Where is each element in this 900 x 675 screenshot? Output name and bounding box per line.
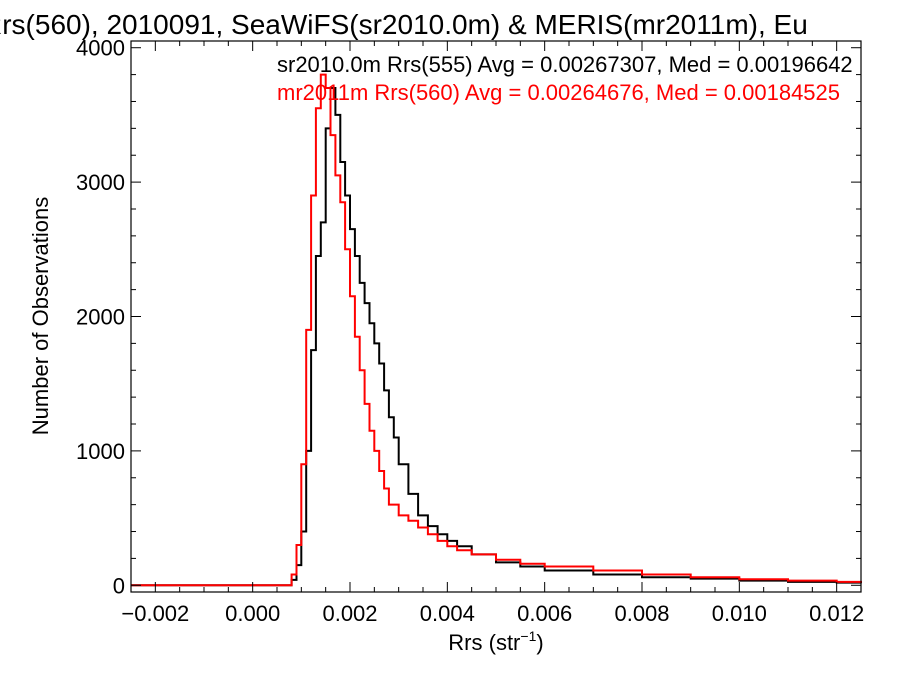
legend: sr2010.0m Rrs(555) Avg = 0.00267307, Med… bbox=[277, 52, 853, 105]
x-axis-label-end: ) bbox=[536, 630, 543, 655]
x-axis-label-main: Rrs (str bbox=[448, 630, 520, 655]
x-tick-label: 0.000 bbox=[225, 601, 280, 626]
x-tick-label: 0.012 bbox=[809, 601, 864, 626]
x-tick-label: −0.002 bbox=[121, 601, 189, 626]
x-tick-label: 0.002 bbox=[322, 601, 377, 626]
series-line-1 bbox=[131, 87, 862, 587]
x-axis-label-superscript: −1 bbox=[520, 628, 536, 644]
y-tick-label: 2000 bbox=[76, 305, 125, 330]
x-tick-label: 0.010 bbox=[712, 601, 767, 626]
axis-ticks: −0.002 0.000 0.002 0.004 0.006 0.008 0.010 0.01… bbox=[76, 36, 864, 626]
x-tick-label: 0.008 bbox=[614, 601, 669, 626]
x-tick-label: 0.004 bbox=[420, 601, 475, 626]
plot-frame bbox=[130, 40, 862, 593]
x-tick-label: 0.006 bbox=[517, 601, 572, 626]
legend-entry-2: mr2011m Rrs(560) Avg = 0.00264676, Med =… bbox=[277, 80, 840, 105]
y-tick-label: 3000 bbox=[76, 170, 125, 195]
y-tick-label: 4000 bbox=[76, 36, 125, 61]
y-tick-label: 1000 bbox=[76, 439, 125, 464]
series-line-2 bbox=[131, 73, 862, 587]
y-tick-label: 0 bbox=[113, 573, 125, 598]
x-axis-label: Rrs (str−1) bbox=[448, 628, 543, 655]
y-axis-label: Number of Observations bbox=[28, 197, 53, 435]
legend-entry-1: sr2010.0m Rrs(555) Avg = 0.00267307, Med… bbox=[277, 52, 853, 77]
chart-title: Rrs(560), 2010091, SeaWiFS(sr2010.0m) & … bbox=[0, 9, 808, 40]
series-layer bbox=[131, 73, 862, 587]
